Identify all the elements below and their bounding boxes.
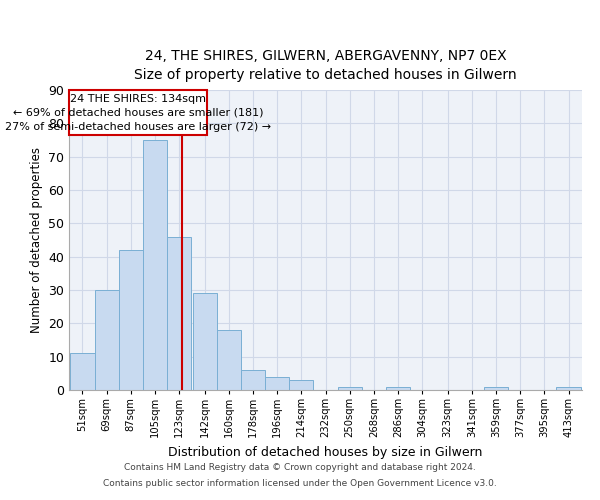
Text: 24 THE SHIRES: 134sqm
← 69% of detached houses are smaller (181)
27% of semi-det: 24 THE SHIRES: 134sqm ← 69% of detached …	[5, 94, 271, 132]
Title: 24, THE SHIRES, GILWERN, ABERGAVENNY, NP7 0EX
Size of property relative to detac: 24, THE SHIRES, GILWERN, ABERGAVENNY, NP…	[134, 50, 517, 82]
Bar	[265, 376, 289, 390]
Bar	[338, 386, 362, 390]
Bar	[484, 386, 508, 390]
Bar	[70, 354, 95, 390]
Bar	[167, 236, 191, 390]
Bar	[289, 380, 313, 390]
Text: Contains HM Land Registry data © Crown copyright and database right 2024.: Contains HM Land Registry data © Crown c…	[124, 464, 476, 472]
Bar	[241, 370, 265, 390]
Bar	[193, 294, 217, 390]
FancyBboxPatch shape	[69, 90, 208, 135]
Bar	[95, 290, 119, 390]
Text: Contains public sector information licensed under the Open Government Licence v3: Contains public sector information licen…	[103, 478, 497, 488]
Bar	[556, 386, 581, 390]
Bar	[386, 386, 410, 390]
Y-axis label: Number of detached properties: Number of detached properties	[29, 147, 43, 333]
Bar	[143, 140, 167, 390]
Bar	[217, 330, 241, 390]
Bar	[119, 250, 143, 390]
X-axis label: Distribution of detached houses by size in Gilwern: Distribution of detached houses by size …	[169, 446, 482, 458]
